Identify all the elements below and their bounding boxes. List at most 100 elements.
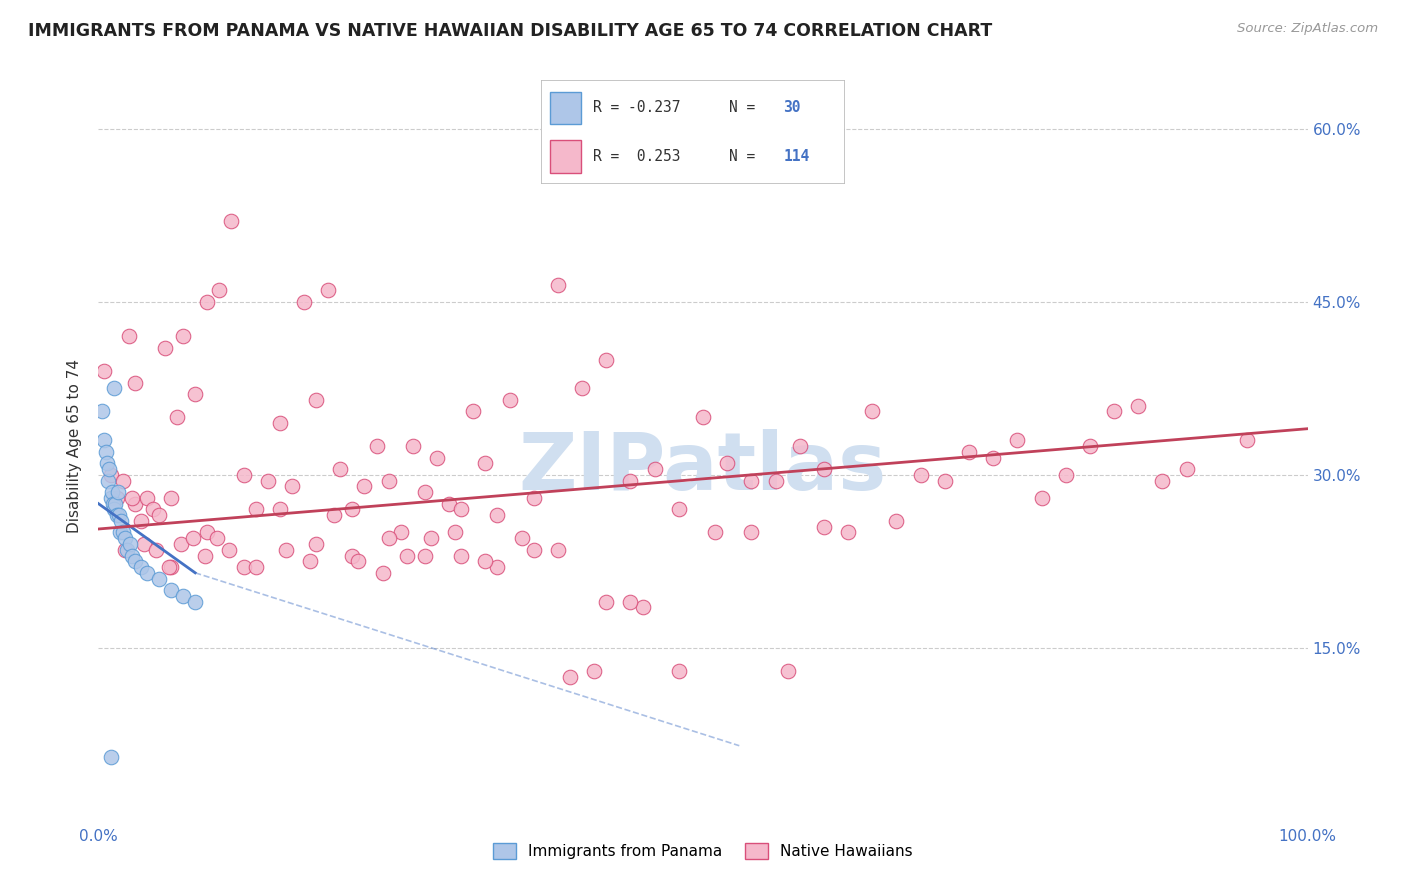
Point — [813, 462, 835, 476]
Point — [114, 542, 136, 557]
Point — [389, 525, 412, 540]
Point — [486, 508, 509, 523]
Point — [371, 566, 394, 580]
Point — [218, 542, 240, 557]
Point — [172, 329, 194, 343]
Point — [245, 560, 267, 574]
Point — [474, 456, 496, 470]
Point — [765, 474, 787, 488]
Text: R = -0.237: R = -0.237 — [593, 101, 681, 115]
Point — [420, 531, 443, 545]
Point — [347, 554, 370, 568]
Point — [1007, 434, 1029, 448]
Text: IMMIGRANTS FROM PANAMA VS NATIVE HAWAIIAN DISABILITY AGE 65 TO 74 CORRELATION CH: IMMIGRANTS FROM PANAMA VS NATIVE HAWAIIA… — [28, 22, 993, 40]
Point — [437, 497, 460, 511]
Point — [342, 549, 364, 563]
Point — [281, 479, 304, 493]
Point — [135, 491, 157, 505]
Point — [148, 508, 170, 523]
Point — [957, 444, 980, 458]
Point — [1078, 439, 1101, 453]
Point — [1236, 434, 1258, 448]
Point — [329, 462, 352, 476]
Point — [101, 497, 124, 511]
Point — [402, 439, 425, 453]
Point — [776, 664, 799, 678]
Point — [1054, 467, 1077, 482]
Point — [96, 456, 118, 470]
Point — [366, 439, 388, 453]
Point — [107, 485, 129, 500]
Point — [377, 531, 399, 545]
Point — [413, 549, 436, 563]
Point — [342, 502, 364, 516]
Point — [631, 600, 654, 615]
Point — [157, 560, 180, 574]
Point — [134, 537, 156, 551]
Point — [716, 456, 738, 470]
Point — [813, 519, 835, 533]
Point — [444, 525, 467, 540]
Point — [169, 537, 191, 551]
Point — [184, 387, 207, 401]
Point — [160, 583, 183, 598]
Point — [194, 549, 217, 563]
Point — [668, 502, 690, 516]
Point — [498, 392, 520, 407]
Point — [129, 560, 152, 574]
Point — [184, 594, 207, 608]
Point — [114, 531, 136, 545]
Text: N =: N = — [728, 149, 763, 164]
Text: Source: ZipAtlas.com: Source: ZipAtlas.com — [1237, 22, 1378, 36]
Point — [305, 392, 328, 407]
Point — [108, 525, 131, 540]
Point — [93, 364, 115, 378]
Point — [129, 514, 152, 528]
Point — [135, 566, 157, 580]
Point — [160, 560, 183, 574]
Text: ZIPatlas: ZIPatlas — [519, 429, 887, 508]
Point — [1152, 474, 1174, 488]
Point — [377, 474, 399, 488]
Point — [1102, 404, 1125, 418]
Point — [474, 554, 496, 568]
Point — [1031, 491, 1053, 505]
Point — [121, 491, 143, 505]
Point — [413, 485, 436, 500]
Point — [103, 502, 125, 516]
Point — [523, 542, 546, 557]
Point — [111, 474, 134, 488]
Text: N =: N = — [728, 101, 763, 115]
Y-axis label: Disability Age 65 to 74: Disability Age 65 to 74 — [67, 359, 83, 533]
Point — [142, 502, 165, 516]
Point — [93, 434, 115, 448]
Point — [583, 664, 606, 678]
Point — [1128, 399, 1150, 413]
Point — [148, 572, 170, 586]
Point — [595, 352, 617, 367]
Point — [124, 376, 146, 390]
Point — [118, 329, 141, 343]
Point — [232, 467, 254, 482]
Point — [305, 537, 328, 551]
Point — [103, 381, 125, 395]
Point — [837, 525, 859, 540]
Point — [323, 508, 346, 523]
Point — [195, 294, 218, 309]
Point — [1175, 462, 1198, 476]
Point — [558, 669, 581, 683]
Point — [704, 525, 727, 540]
Point — [145, 542, 167, 557]
Point — [740, 474, 762, 488]
Point — [910, 467, 932, 482]
Point — [934, 474, 956, 488]
Point — [98, 462, 121, 476]
Point — [208, 284, 231, 298]
Point — [245, 502, 267, 516]
Point — [124, 554, 146, 568]
Point — [108, 508, 131, 523]
Point — [547, 277, 569, 292]
Point — [486, 560, 509, 574]
Point — [195, 525, 218, 540]
Point — [450, 502, 472, 516]
